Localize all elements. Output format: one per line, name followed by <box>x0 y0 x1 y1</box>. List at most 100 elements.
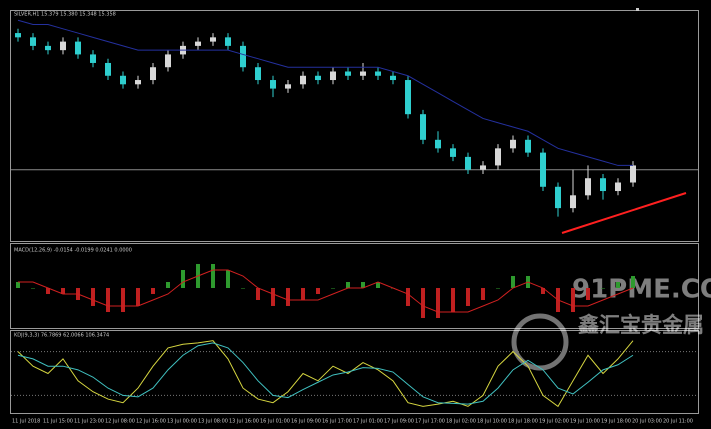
x-tick-label: 19 Jul 10:00 <box>570 419 600 425</box>
candle-body <box>45 45 51 51</box>
candle-body <box>60 41 66 51</box>
candle-body <box>90 54 96 63</box>
candle-body <box>360 71 366 76</box>
macd-bar <box>361 282 365 288</box>
macd-bar <box>376 282 380 288</box>
macd-bar <box>256 288 260 300</box>
candle-body <box>150 67 156 81</box>
x-tick-label: 18 Jul 02:00 <box>446 419 476 425</box>
candle-body <box>165 54 171 68</box>
candle-body <box>300 75 306 85</box>
macd-bar <box>616 282 620 288</box>
x-tick-label: 19 Jul 18:00 <box>601 419 631 425</box>
macd-bar <box>121 288 125 312</box>
x-tick-label: 20 Jul 03:00 <box>632 419 662 425</box>
candle-body <box>540 152 546 187</box>
x-tick-label: 19 Jul 02:00 <box>539 419 569 425</box>
candle-body <box>15 33 21 38</box>
candle-body <box>555 186 561 209</box>
macd-bar <box>541 288 545 294</box>
candle-body <box>600 178 606 192</box>
macd-bar <box>571 288 575 312</box>
macd-bar <box>406 288 410 306</box>
macd-bar <box>61 288 65 294</box>
candle-body <box>495 148 501 166</box>
candle-body <box>75 41 81 55</box>
macd-bar <box>91 288 95 306</box>
macd-bar <box>466 288 470 306</box>
x-tick-label: 11 Jul 15:00 <box>43 419 73 425</box>
candle-body <box>570 195 576 209</box>
watermark: 91PME.COM 鑫汇宝贵金属 <box>511 275 711 371</box>
trend-line <box>561 192 687 234</box>
candle-body <box>435 139 441 149</box>
candle-body <box>315 75 321 81</box>
macd-bar <box>16 282 20 288</box>
candle-body <box>255 67 261 81</box>
macd-bar <box>496 288 500 289</box>
macd-panel-frame <box>10 243 699 329</box>
macd-bar <box>211 264 215 288</box>
panel-title: MACD(12,26,9) -0.0154 -0.0199 0.0241 0.0… <box>14 248 132 254</box>
candle-body <box>480 165 486 170</box>
candle-body <box>225 37 231 46</box>
candle-body <box>630 165 636 183</box>
indicator-line <box>17 342 634 405</box>
x-tick-label: 18 Jul 18:00 <box>508 419 538 425</box>
macd-bar <box>46 288 50 294</box>
macd-bar <box>181 270 185 288</box>
candle-body <box>375 71 381 76</box>
indicator-line <box>17 340 634 408</box>
macd-bar <box>481 288 485 300</box>
candle-body <box>210 37 216 42</box>
macd-bar <box>226 270 230 288</box>
candle-body <box>120 75 126 85</box>
candle-body <box>105 62 111 76</box>
macd-bar <box>601 288 605 289</box>
macd-bar <box>301 288 305 300</box>
macd-bar <box>166 282 170 288</box>
macd-bar <box>106 288 110 312</box>
macd-bar <box>241 288 245 289</box>
panel-title: KDJ(9,3,3) 76.7869 62.0066 106.3474 <box>14 333 109 339</box>
macd-bar <box>151 288 155 294</box>
x-tick-label: 17 Jul 09:00 <box>384 419 414 425</box>
macd-bar <box>271 288 275 306</box>
macd-bar <box>316 288 320 294</box>
watermark-site: 91PME.COM <box>572 275 711 305</box>
x-tick-label: 13 Jul 16:00 <box>229 419 259 425</box>
candle-body <box>405 80 411 115</box>
macd-bar <box>631 276 635 288</box>
candle-body <box>240 45 246 68</box>
candle-body <box>450 148 456 157</box>
x-tick-label: 18 Jul 10:00 <box>477 419 507 425</box>
macd-bar <box>286 288 290 306</box>
candle-body <box>135 80 141 85</box>
macd-bar <box>511 276 515 288</box>
corner-marker <box>636 8 639 11</box>
candle-body <box>345 71 351 76</box>
candle-body <box>510 139 516 149</box>
x-tick-label: 12 Jul 16:00 <box>136 419 166 425</box>
x-tick-label: 16 Jul 17:00 <box>322 419 352 425</box>
macd-bar <box>136 288 140 306</box>
candle-body <box>390 75 396 81</box>
x-tick-label: 13 Jul 00:00 <box>167 419 197 425</box>
x-tick-label: 13 Jul 08:00 <box>198 419 228 425</box>
candle-body <box>420 114 426 140</box>
candle-body <box>30 37 36 46</box>
watermark-brand: 鑫汇宝贵金属 <box>577 313 704 337</box>
x-tick-label: 17 Jul 01:00 <box>353 419 383 425</box>
x-tick-label: 11 Jul 2018 <box>12 419 40 425</box>
macd-bar <box>421 288 425 318</box>
candle-body <box>195 41 201 46</box>
kdj-panel-frame <box>10 330 699 414</box>
x-tick-label: 16 Jul 01:00 <box>260 419 290 425</box>
x-tick-label: 20 Jul 11:00 <box>663 419 693 425</box>
candle-body <box>285 84 291 89</box>
indicator-line <box>18 269 634 313</box>
macd-bar <box>346 282 350 288</box>
x-tick-label: 11 Jul 23:00 <box>74 419 104 425</box>
